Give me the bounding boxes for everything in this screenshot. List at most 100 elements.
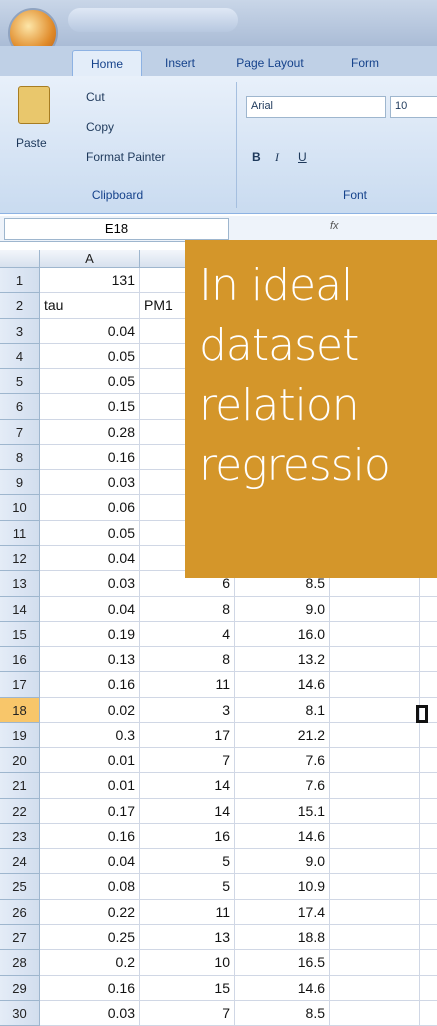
tab[interactable]: Page Layout <box>236 56 304 70</box>
cell[interactable]: 15.1 <box>235 798 330 824</box>
bold-button[interactable]: B <box>252 150 261 164</box>
cell[interactable]: 13.2 <box>235 647 330 673</box>
cell[interactable] <box>330 748 420 774</box>
cell[interactable]: 14.6 <box>235 975 330 1001</box>
cell[interactable]: 0.05 <box>40 369 140 395</box>
row-header[interactable]: 19 <box>0 722 40 749</box>
cell[interactable] <box>330 975 420 1001</box>
cell[interactable] <box>420 571 437 597</box>
row-header[interactable]: 24 <box>0 849 40 875</box>
row-header[interactable]: 30 <box>0 1000 40 1026</box>
cell[interactable] <box>330 773 420 799</box>
cell[interactable]: 0.03 <box>40 470 140 496</box>
cell[interactable]: 0.04 <box>40 596 140 622</box>
paste-button[interactable]: Paste <box>16 136 47 150</box>
cell[interactable] <box>420 698 437 723</box>
cell[interactable]: 0.04 <box>40 849 140 875</box>
cell[interactable] <box>330 899 420 926</box>
cell[interactable]: 8 <box>140 596 235 622</box>
cell[interactable]: 0.2 <box>40 950 140 976</box>
quick-access-toolbar[interactable] <box>68 8 238 32</box>
cell[interactable] <box>330 950 420 976</box>
row-header[interactable]: 23 <box>0 823 40 850</box>
cell[interactable]: 0.04 <box>40 545 140 572</box>
cell[interactable]: 7.6 <box>235 773 330 799</box>
cell[interactable]: 13 <box>140 925 235 951</box>
cell[interactable]: 0.3 <box>40 722 140 749</box>
row-header[interactable]: 3 <box>0 318 40 344</box>
cell[interactable] <box>420 597 437 622</box>
cell[interactable]: 9.0 <box>235 596 330 622</box>
name-box[interactable]: E18 <box>4 218 229 240</box>
row-header[interactable]: 4 <box>0 343 40 370</box>
row-header[interactable]: 2 <box>0 293 40 319</box>
row-header[interactable]: 25 <box>0 874 40 900</box>
cell[interactable] <box>420 900 437 926</box>
cell[interactable]: 0.19 <box>40 621 140 648</box>
row-header[interactable]: 12 <box>0 545 40 572</box>
cell[interactable]: 17.4 <box>235 899 330 926</box>
cell[interactable] <box>330 672 420 698</box>
cell[interactable]: 21.2 <box>235 722 330 749</box>
row-header[interactable]: 10 <box>0 495 40 521</box>
cell[interactable] <box>420 647 437 673</box>
cell[interactable] <box>420 622 437 648</box>
cell[interactable] <box>420 824 437 850</box>
cell[interactable]: 8.1 <box>235 697 330 723</box>
row-header[interactable]: 17 <box>0 672 40 698</box>
cell[interactable]: 4 <box>140 621 235 648</box>
row-header[interactable]: 6 <box>0 394 40 420</box>
row-header[interactable]: 14 <box>0 596 40 622</box>
underline-button[interactable]: U <box>298 150 307 164</box>
cell[interactable]: 0.02 <box>40 697 140 723</box>
row-header[interactable]: 5 <box>0 369 40 395</box>
row-header[interactable]: 29 <box>0 975 40 1001</box>
cell[interactable] <box>420 799 437 824</box>
cell[interactable] <box>420 723 437 749</box>
cell[interactable]: 0.05 <box>40 343 140 370</box>
cell[interactable]: 7.6 <box>235 748 330 774</box>
cell[interactable]: 0.13 <box>40 647 140 673</box>
cell[interactable]: 9.0 <box>235 849 330 875</box>
row-header[interactable]: 18 <box>0 697 40 723</box>
cell[interactable] <box>330 849 420 875</box>
row-header[interactable]: 20 <box>0 748 40 774</box>
cell[interactable]: 131 <box>40 268 140 294</box>
corner[interactable] <box>0 250 40 268</box>
cell[interactable]: 8.5 <box>235 571 330 597</box>
cell[interactable]: 15 <box>140 975 235 1001</box>
cell[interactable]: 11 <box>140 672 235 698</box>
cell[interactable] <box>330 1000 420 1026</box>
cell[interactable]: 16.0 <box>235 621 330 648</box>
cell[interactable] <box>420 976 437 1001</box>
cell[interactable] <box>420 874 437 900</box>
cell[interactable] <box>420 849 437 875</box>
cell[interactable] <box>330 571 420 597</box>
cell[interactable]: 0.17 <box>40 798 140 824</box>
cell[interactable]: 0.16 <box>40 975 140 1001</box>
cell[interactable]: 5 <box>140 849 235 875</box>
cell[interactable]: 18.8 <box>235 925 330 951</box>
cell[interactable] <box>330 621 420 648</box>
font-size-box[interactable]: 10 <box>390 96 437 118</box>
cell[interactable]: 0.01 <box>40 748 140 774</box>
cell[interactable]: 14.6 <box>235 823 330 850</box>
cell[interactable]: 10.9 <box>235 874 330 900</box>
cell[interactable] <box>330 647 420 673</box>
cell[interactable]: 11 <box>140 899 235 926</box>
cell[interactable]: tau <box>40 293 140 319</box>
cell[interactable]: 7 <box>140 1000 235 1026</box>
row-header[interactable]: 11 <box>0 520 40 546</box>
cell[interactable] <box>330 722 420 749</box>
cell[interactable]: 7 <box>140 748 235 774</box>
cell[interactable]: 0.06 <box>40 495 140 521</box>
cell[interactable]: 16 <box>140 823 235 850</box>
cell[interactable]: 8.5 <box>235 1000 330 1026</box>
row-header[interactable]: 9 <box>0 470 40 496</box>
row-header[interactable]: 15 <box>0 621 40 648</box>
cell[interactable]: 14 <box>140 773 235 799</box>
row-header[interactable]: 27 <box>0 925 40 951</box>
font-name-box[interactable]: Arial <box>246 96 386 118</box>
cell[interactable] <box>330 925 420 951</box>
cell[interactable]: 16.5 <box>235 950 330 976</box>
